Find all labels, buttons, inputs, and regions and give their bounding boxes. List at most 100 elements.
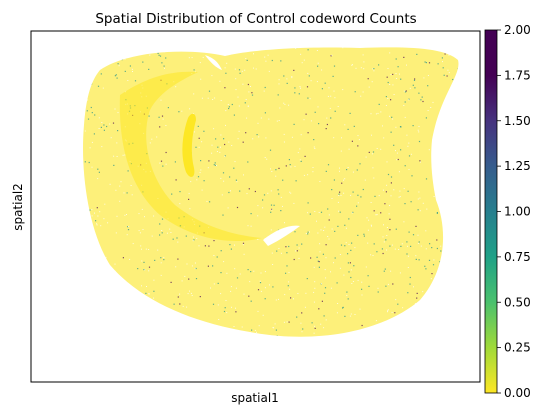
empty-spot — [169, 228, 171, 230]
cell-point — [148, 266, 151, 268]
empty-spot — [313, 291, 315, 293]
empty-spot — [417, 234, 419, 236]
empty-spot — [451, 96, 453, 98]
cell-point — [347, 128, 349, 130]
cell-point — [318, 261, 320, 263]
empty-spot — [336, 312, 338, 314]
colorbar: 0.00 0.25 0.50 0.75 1.00 1.25 1.50 1.75 2.00 — [484, 23, 531, 400]
cell-point — [282, 179, 284, 181]
cell-point — [321, 88, 323, 90]
empty-spot — [190, 181, 192, 183]
empty-spot — [321, 283, 322, 285]
empty-spot — [131, 328, 133, 330]
empty-spot — [457, 77, 459, 79]
empty-spot — [412, 325, 414, 327]
empty-spot — [220, 177, 222, 179]
empty-spot — [189, 108, 191, 110]
empty-spot — [262, 314, 264, 316]
empty-spot — [352, 171, 354, 173]
empty-spot — [265, 137, 267, 139]
cell-point — [86, 58, 88, 60]
empty-spot — [345, 227, 347, 229]
empty-spot — [250, 86, 251, 87]
empty-spot — [250, 225, 252, 227]
cell-point — [441, 135, 443, 137]
empty-spot — [211, 75, 213, 77]
cell-point — [409, 283, 411, 285]
empty-spot — [98, 128, 100, 129]
cell-point — [352, 211, 354, 213]
cell-point — [367, 78, 369, 80]
cell-point — [397, 303, 399, 305]
empty-spot — [403, 188, 405, 190]
empty-spot — [237, 138, 239, 140]
empty-spot — [436, 136, 438, 138]
empty-spot — [116, 215, 118, 217]
empty-spot — [223, 180, 225, 182]
empty-spot — [220, 100, 222, 101]
cell-point — [287, 285, 289, 287]
cell-point — [361, 288, 363, 290]
empty-spot — [234, 268, 236, 270]
cell-point — [411, 175, 413, 177]
cell-point — [339, 211, 341, 213]
cell-point — [427, 85, 429, 87]
cell-point — [225, 72, 227, 74]
empty-spot — [410, 153, 412, 155]
empty-spot — [271, 171, 273, 172]
empty-spot — [290, 192, 292, 194]
empty-spot — [430, 46, 431, 47]
cell-point — [436, 247, 438, 250]
empty-spot — [367, 229, 369, 231]
empty-spot — [170, 232, 172, 233]
empty-spot — [284, 222, 285, 224]
empty-spot — [451, 186, 453, 187]
empty-spot — [389, 52, 391, 54]
cell-point — [362, 188, 364, 191]
cell-point — [331, 189, 333, 191]
cell-point — [406, 253, 408, 255]
cell-point — [307, 132, 309, 134]
empty-spot — [427, 75, 429, 76]
empty-spot — [201, 97, 203, 99]
empty-spot — [328, 214, 330, 216]
cell-point — [285, 246, 287, 248]
empty-spot — [298, 247, 300, 249]
empty-spot — [455, 315, 457, 317]
cell-point — [212, 303, 215, 305]
empty-spot — [341, 137, 342, 139]
cell-point — [373, 68, 375, 70]
empty-spot — [445, 152, 447, 153]
cell-point — [363, 233, 365, 235]
empty-spot — [231, 145, 233, 146]
empty-spot — [260, 290, 262, 292]
cell-point — [443, 74, 445, 76]
empty-spot — [393, 189, 395, 191]
cell-point — [387, 173, 390, 176]
empty-spot — [399, 196, 401, 198]
empty-spot — [166, 326, 168, 328]
cell-point — [143, 261, 145, 263]
cell-point — [440, 250, 442, 252]
cell-point — [425, 62, 427, 64]
cell-point — [334, 257, 336, 259]
empty-spot — [304, 306, 306, 308]
empty-spot — [390, 74, 392, 76]
cell-point — [286, 82, 288, 84]
empty-spot — [256, 331, 257, 333]
empty-spot — [382, 236, 384, 238]
cell-point — [230, 248, 232, 250]
empty-spot — [352, 281, 354, 282]
cell-point — [442, 67, 444, 69]
empty-spot — [91, 281, 92, 283]
cell-point — [193, 239, 195, 241]
empty-spot — [238, 105, 240, 107]
empty-spot — [191, 265, 193, 267]
cell-point — [84, 226, 86, 228]
empty-spot — [260, 272, 262, 274]
empty-spot — [164, 67, 165, 69]
cell-point — [436, 212, 438, 214]
cell-point — [116, 77, 118, 79]
empty-spot — [445, 105, 447, 107]
